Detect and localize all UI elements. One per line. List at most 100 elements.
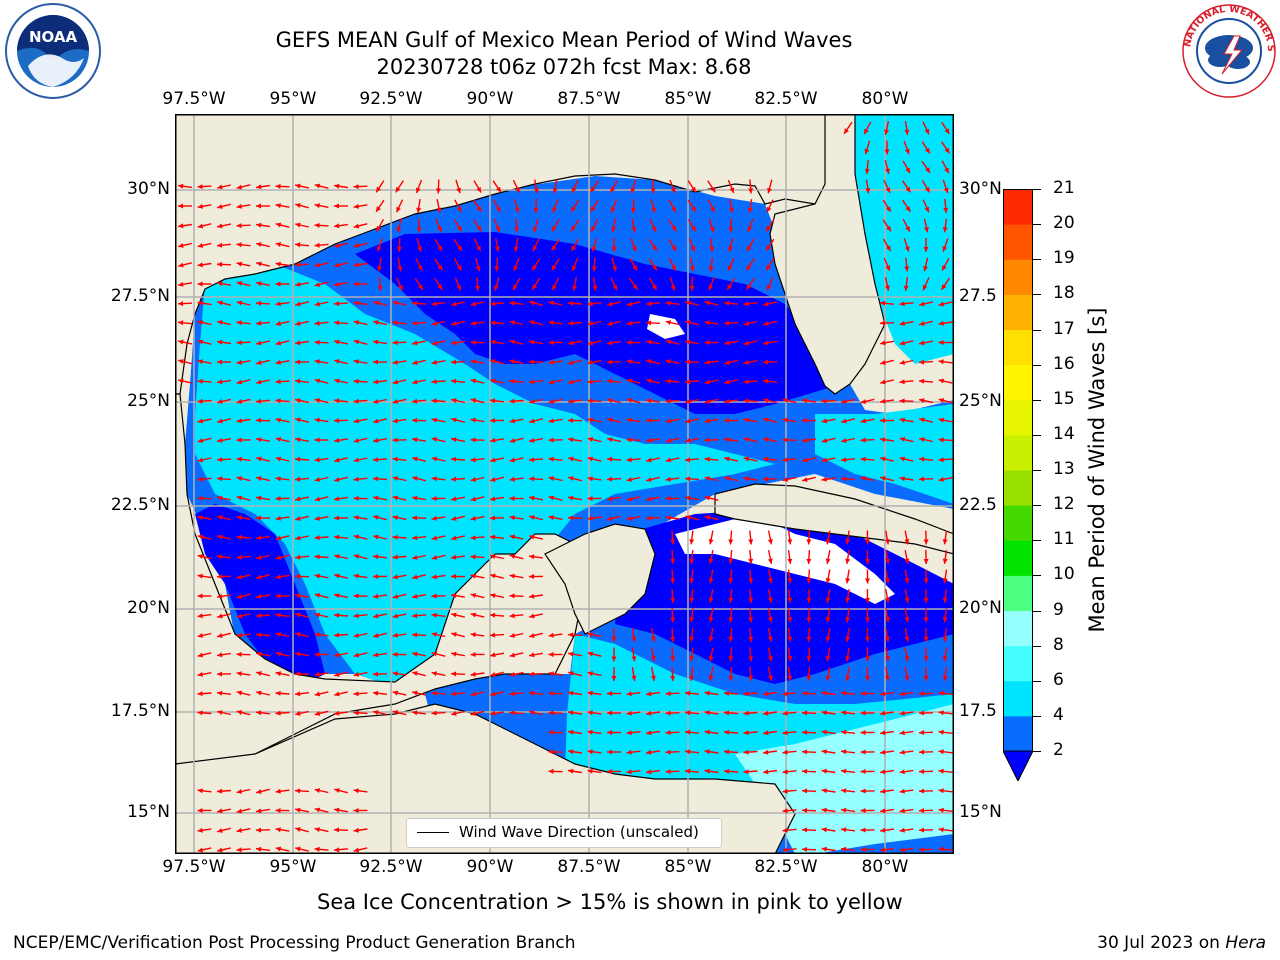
wave-arrow-head (457, 245, 462, 251)
wave-arrow-head (587, 690, 593, 696)
wave-arrow-head (256, 515, 261, 521)
wave-arrow-head (275, 612, 281, 618)
wave-arrow-head (841, 729, 847, 735)
wave-arrow-head (689, 266, 695, 272)
wave-arrow-head (880, 691, 886, 697)
wave-arrow-head (885, 206, 891, 212)
wave-arrow-head (529, 690, 535, 696)
band-4-6-west (195, 264, 775, 684)
wave-arrow-head (295, 222, 301, 228)
wave-arrow-head (275, 437, 282, 442)
wave-arrow-head (314, 203, 320, 209)
wave-arrow-head (397, 266, 403, 272)
nws-logo: NATIONAL WEATHER SERVICE (1176, 0, 1278, 104)
wave-arrow-head (710, 186, 716, 193)
wave-arrow-head (470, 339, 476, 345)
wave-arrow-head (704, 768, 710, 774)
wave-arrow-head (548, 729, 554, 735)
wave-arrow-head (865, 598, 870, 603)
legend-label: Wind Wave Direction (unscaled) (459, 823, 699, 841)
wave-arrow-head (456, 284, 462, 291)
wave-arrow-head (197, 534, 204, 540)
wave-arrow-head (763, 730, 769, 736)
wave-arrow-head (802, 398, 808, 404)
wave-arrow-head (766, 206, 772, 213)
wave-arrow-head (197, 710, 203, 716)
wave-arrow-head (178, 223, 184, 229)
wave-arrow-head (256, 203, 261, 209)
wave-arrow-head (708, 539, 714, 545)
wave-arrow-head (236, 242, 242, 248)
wave-arrow-head (529, 418, 535, 424)
wave-arrow-head (470, 301, 477, 307)
wave-arrow-head (314, 573, 320, 579)
wave-arrow-head (885, 245, 891, 251)
wave-arrow-head (727, 265, 733, 271)
wave-arrow-head (217, 808, 223, 814)
wave-arrow-head (451, 651, 457, 657)
wave-arrow-head (568, 632, 574, 638)
wave-arrow-head (880, 379, 886, 385)
wave-arrow-head (451, 321, 457, 326)
wave-arrow-head (353, 593, 359, 599)
wave-arrow-head (495, 226, 501, 232)
wave-arrow-head (529, 613, 535, 619)
wave-arrow-head (708, 266, 714, 272)
wave-arrow-head (295, 262, 301, 268)
wave-arrow-head (514, 227, 520, 233)
wave-arrow-head (392, 320, 398, 326)
wave-arrow-head (431, 456, 438, 462)
wave-arrow-head (587, 710, 593, 716)
wave-arrow-head (841, 457, 847, 463)
wave-arrow-head (275, 651, 282, 657)
wave-arrow-head (412, 593, 418, 599)
wave-arrow-head (571, 225, 576, 232)
wave-arrow-head (353, 378, 359, 384)
wave-arrow-head (197, 633, 204, 638)
wave-arrow-head (568, 340, 574, 346)
wave-arrow-head (924, 206, 930, 213)
wave-arrow-head (689, 656, 695, 662)
wave-arrow-head (392, 379, 399, 385)
wave-arrow-head (373, 457, 379, 463)
wave-arrow-head (236, 418, 242, 424)
wave-arrow-head (451, 398, 457, 403)
wave-arrow-head (314, 612, 321, 618)
wave-arrow-head (646, 339, 652, 345)
colorbar-label: Mean Period of Wind Waves [s] (1085, 307, 1109, 633)
wave-arrow-head (919, 710, 925, 716)
wave-arrow-head (821, 438, 828, 443)
wave-arrow-head (899, 827, 905, 833)
wave-arrow-head (197, 398, 203, 404)
wave-arrow-head (704, 320, 710, 326)
wave-arrow-head (782, 788, 788, 794)
wave-arrow-head (373, 399, 379, 404)
colorbar-swatch (1003, 470, 1033, 506)
wave-arrow-head (275, 808, 281, 813)
wave-arrow-head (476, 245, 481, 252)
wave-arrow-head (353, 457, 360, 463)
wave-arrow-head (685, 300, 691, 306)
wave-arrow-head (787, 597, 793, 603)
wave-arrow-head (650, 636, 656, 642)
colorbar-tick-mark (1033, 189, 1041, 190)
wave-arrow-head (587, 749, 593, 755)
wave-arrow-head (880, 788, 886, 794)
wave-arrow-head (451, 535, 457, 541)
wave-arrow-head (490, 672, 496, 677)
wave-arrow-head (685, 710, 691, 716)
wave-arrow-head (704, 359, 710, 365)
wave-arrow-head (685, 690, 691, 696)
wave-arrow-head (665, 496, 671, 501)
wave-arrow-head (802, 729, 808, 735)
wave-arrow-head (938, 359, 944, 365)
wave-arrow-head (295, 651, 301, 657)
wave-arrow-head (451, 671, 457, 677)
wave-arrow-head (431, 476, 437, 482)
lat-label-right: 20°N (959, 598, 1002, 618)
wave-arrow-head (904, 636, 910, 642)
wave-arrow-head (490, 515, 496, 521)
wave-arrow-head (496, 186, 501, 193)
wave-arrow-head (665, 339, 672, 345)
wave-arrow-head (665, 691, 671, 697)
